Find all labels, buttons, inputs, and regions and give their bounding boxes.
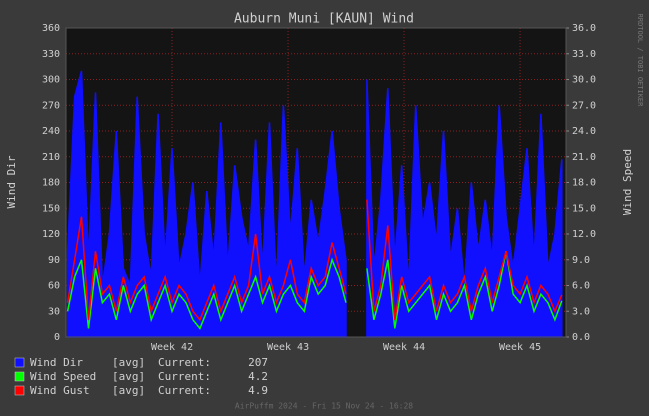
legend-label: Wind Dir	[30, 356, 83, 369]
y-tick-label: 180	[42, 178, 60, 189]
y2-tick-label: 33.0	[572, 49, 596, 60]
y-tick-label: 210	[42, 152, 60, 163]
plot-border	[65, 27, 567, 338]
y-tick-label: 120	[42, 229, 60, 240]
x-tick-label: Week 45	[499, 342, 541, 353]
y-tick-label: 0	[54, 332, 60, 343]
y2-tick-label: 12.0	[572, 229, 596, 240]
y-tick-label: 330	[42, 49, 60, 60]
y2-tick-label: 0.0	[572, 332, 590, 343]
y2-tick-label: 30.0	[572, 75, 596, 86]
y-tick-label: 150	[42, 203, 60, 214]
legend-current: 4.9	[248, 384, 268, 397]
line	[66, 199, 563, 322]
x-tick-label: Week 44	[383, 342, 425, 353]
y2-tick-label: 24.0	[572, 126, 596, 137]
legend-stat: [avg]	[112, 356, 145, 369]
y2-tick-label: 27.0	[572, 100, 596, 111]
x-tick-label: Week 43	[267, 342, 309, 353]
y2-tick-label: 3.0	[572, 306, 590, 317]
y-tick-label: 300	[42, 75, 60, 86]
legend-current-label: Current:	[158, 384, 211, 397]
legend-current-label: Current:	[158, 370, 211, 383]
y-tick-label: 30	[48, 306, 60, 317]
legend-current-label: Current:	[158, 356, 211, 369]
y-axis-label: Wind Dir	[5, 155, 18, 208]
legend-current: 207	[248, 356, 268, 369]
y-tick-label: 240	[42, 126, 60, 137]
legend-stat: [avg]	[112, 384, 145, 397]
legend-swatch	[14, 385, 25, 396]
legend-swatch	[14, 371, 25, 382]
y2-tick-label: 9.0	[572, 255, 590, 266]
y2-tick-label: 18.0	[572, 178, 596, 189]
footer: AirPuffm 2024 - Fri 15 Nov 24 - 16:28	[235, 402, 413, 411]
legend-stat: [avg]	[112, 370, 145, 383]
legend-label: Wind Gust	[30, 384, 90, 397]
y2-tick-label: 15.0	[572, 203, 596, 214]
y-tick-label: 90	[48, 255, 60, 266]
y-tick-label: 270	[42, 100, 60, 111]
y2-tick-label: 6.0	[572, 281, 590, 292]
legend-label: Wind Speed	[30, 370, 96, 383]
y2-axis-label: Wind Speed	[621, 149, 634, 215]
y2-tick-label: 36.0	[572, 23, 596, 34]
legend-current: 4.2	[248, 370, 268, 383]
y-tick-label: 60	[48, 281, 60, 292]
area	[66, 70, 563, 338]
line	[66, 251, 563, 330]
y-tick-label: 360	[42, 23, 60, 34]
y2-tick-label: 21.0	[572, 152, 596, 163]
x-tick-label: Week 42	[151, 342, 193, 353]
watermark: RRDTOOL / TOBI OETIKER	[636, 14, 644, 108]
chart-title: Auburn Muni [KAUN] Wind	[234, 12, 414, 27]
legend-swatch	[14, 357, 25, 368]
